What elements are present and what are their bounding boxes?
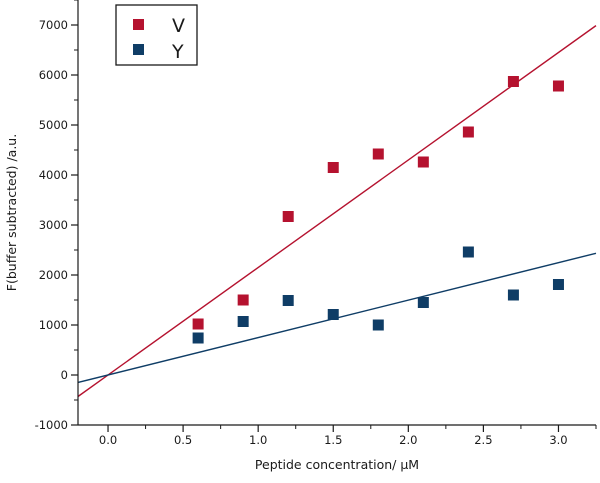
x-tick-label: 0.0 xyxy=(99,433,117,447)
data-point-y xyxy=(417,297,429,308)
y-tick-label: 3000 xyxy=(39,218,68,232)
x-tick-label: 3.0 xyxy=(549,433,567,447)
y-tick-label: 6000 xyxy=(39,68,68,82)
x-tick-label: 1.5 xyxy=(324,433,342,447)
data-point-y xyxy=(282,295,294,306)
data-point-v xyxy=(507,76,519,87)
y-tick-label: 4000 xyxy=(39,168,68,182)
data-points xyxy=(192,76,564,344)
data-point-y xyxy=(192,332,204,344)
ticks: 0.0 0.5 1.0 1.5 2.0 2.5 3.0 -1000 0 1000 2000 3000 4… xyxy=(35,0,597,447)
data-point-v xyxy=(282,211,294,222)
axes xyxy=(77,0,596,426)
x-tick-label: 1.0 xyxy=(249,433,267,447)
fit-line-v xyxy=(77,25,597,398)
data-point-v xyxy=(192,318,204,330)
x-tick-label: 2.0 xyxy=(399,433,417,447)
y-tick-label: 0 xyxy=(61,368,68,382)
data-point-v xyxy=(237,294,249,306)
data-point-v xyxy=(327,162,339,173)
legend-box xyxy=(115,4,198,66)
legend-label-y: Y xyxy=(171,41,184,63)
y-tick-label: 1000 xyxy=(39,318,68,332)
data-point-v xyxy=(372,148,384,160)
x-axis-label: Peptide concentration/ μM xyxy=(255,457,419,472)
data-point-y xyxy=(552,279,564,290)
y-axis-label: F(buffer subtracted) /a.u. xyxy=(4,134,19,291)
legend-marker-v xyxy=(133,19,144,30)
legend-label-v: V xyxy=(172,15,185,37)
y-tick-label: 7000 xyxy=(39,18,68,32)
y-tick-label: -1000 xyxy=(35,418,68,432)
data-point-y xyxy=(327,309,339,320)
y-tick-label: 5000 xyxy=(39,118,68,132)
data-point-y xyxy=(372,319,384,331)
data-point-y xyxy=(507,289,519,301)
data-point-v xyxy=(462,126,474,138)
x-tick-label: 2.5 xyxy=(474,433,492,447)
data-point-v xyxy=(552,80,564,92)
y-tick-label: 2000 xyxy=(39,268,68,282)
data-point-v xyxy=(417,156,429,168)
data-point-y xyxy=(237,316,249,327)
legend-marker-y xyxy=(133,44,144,55)
legend: V Y xyxy=(115,4,198,66)
data-point-y xyxy=(462,246,474,258)
x-tick-label: 0.5 xyxy=(174,433,192,447)
